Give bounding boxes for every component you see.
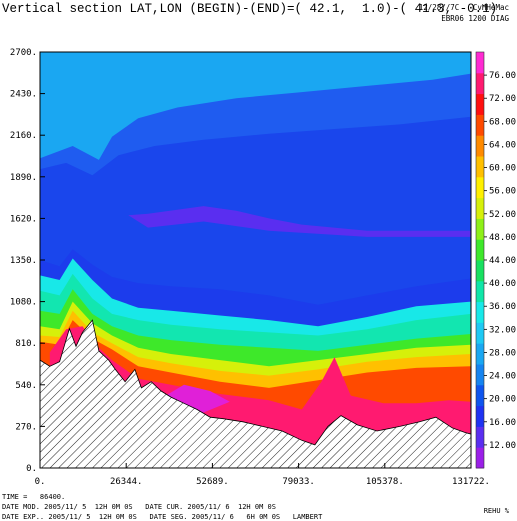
x-tick-label: 79033. [282,477,315,487]
colorbar-swatch [476,301,484,323]
colorbar-swatch [476,322,484,344]
y-tick-label: 1080. [10,298,37,308]
y-tick-label: 2700. [10,48,37,58]
colorbar-tick-label: 48.00 [489,233,516,243]
colorbar-swatch [476,93,484,115]
colorbar-swatch [476,260,484,282]
colorbar-tick-label: 16.00 [489,418,516,428]
y-tick-label: 1620. [10,214,37,224]
colorbar-tick-label: 40.00 [489,279,516,289]
colorbar-tick-label: 44.00 [489,256,516,266]
colorbar-swatch [476,384,484,407]
colorbar-tick-label: 64.00 [489,140,516,150]
colorbar-tick-label: 32.00 [489,325,516,335]
colorbar-swatch [476,176,484,199]
colorbar-swatch [476,364,484,386]
run-info-line2: EBR06 1200 DIAG [441,14,509,23]
unit-label: REHU % [483,507,509,515]
colorbar-tick-label: 76.00 [489,71,516,81]
colorbar-swatch [476,447,484,469]
colorbar-swatch [476,343,484,365]
colorbar-tick-label: 36.00 [489,302,516,312]
colorbar-tick-label: 20.00 [489,395,516,405]
x-tick-label: 131722. [452,477,490,487]
colorbar-tick-label: 12.00 [489,441,516,451]
x-tick-label: 105378. [366,477,404,487]
footer-dates-2: DATE EXP.. 2005/11/ 5 12H 0M 0S DATE SEG… [2,513,323,521]
y-tick-label: 810. [15,339,37,349]
colorbar-tick-label: 56.00 [489,187,516,197]
colorbar-swatch [476,426,484,448]
y-tick-label: 1890. [10,173,37,183]
colorbar-swatch [476,114,484,136]
x-tick-label: 26344. [110,477,143,487]
footer-dates-1: DATE MOD. 2005/11/ 5 12H 0M 0S DATE CUR.… [2,503,276,511]
y-axis: 0. 270. 540. 810. 1080. 1350. 1620. 1890. 2160. 2… [10,48,45,474]
terrain-profile [40,319,471,468]
colorbar-swatch [476,218,484,240]
colorbar-swatch [476,156,484,178]
terrain-mask [40,319,471,468]
colorbar-swatch [476,135,484,157]
colorbar-tick-label: 68.00 [489,117,516,127]
chart-title: Vertical section LAT,LON (BEGIN)-(END)=(… [2,2,498,16]
y-tick-label: 540. [15,381,37,391]
band-12-16 [128,206,471,237]
colorbar-swatch [476,52,484,74]
y-tick-label: 1350. [10,256,37,266]
x-axis: 0. 26344. 52689. 79033. 105378. 131722. [35,463,490,487]
y-tick-label: 2160. [10,131,37,141]
colorbar-swatch [476,72,484,95]
run-info-line1: 12/28//7C CvHHeMac [418,3,509,12]
colorbar: 12.00 16.00 20.00 24.00 28.00 32.00 36.00 40.00… [475,51,516,469]
y-tick-label: 270. [15,422,37,432]
colorbar-tick-label: 52.00 [489,210,516,220]
colorbar-tick-label: 24.00 [489,372,516,382]
footer-time: TIME = 86400. [2,493,66,501]
x-tick-label: 52689. [196,477,229,487]
colorbar-tick-label: 60.00 [489,164,516,174]
colorbar-tick-label: 72.00 [489,94,516,104]
colorbar-swatch [476,197,484,219]
colorbar-swatch [476,239,484,261]
y-tick-label: 2430. [10,90,37,100]
y-tick-label: 0. [26,464,37,474]
colorbar-swatch [476,405,484,427]
colorbar-tick-label: 28.00 [489,348,516,358]
x-tick-label: 0. [35,477,46,487]
colorbar-swatch [476,280,484,303]
